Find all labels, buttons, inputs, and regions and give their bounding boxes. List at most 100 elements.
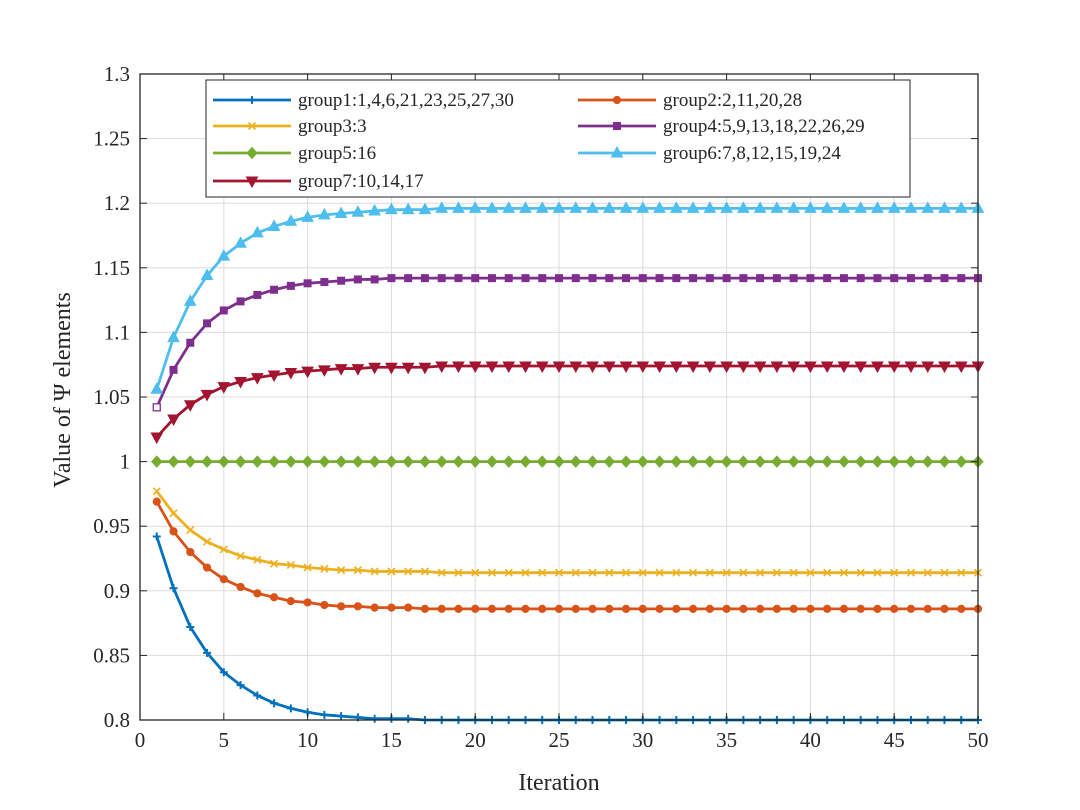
data-point bbox=[370, 275, 379, 284]
data-point bbox=[535, 201, 549, 213]
data-point bbox=[957, 568, 966, 577]
y-tick-label: 1.1 bbox=[104, 320, 130, 344]
data-point bbox=[337, 276, 346, 285]
data-point bbox=[253, 290, 262, 299]
data-point bbox=[586, 201, 599, 213]
legend-label: group1:1,4,6,21,23,25,27,30 bbox=[298, 90, 514, 111]
data-point bbox=[284, 367, 298, 380]
y-tick-label: 1 bbox=[120, 450, 131, 474]
data-point bbox=[720, 361, 733, 374]
data-point bbox=[770, 201, 784, 213]
data-point bbox=[337, 602, 346, 611]
data-point bbox=[705, 274, 714, 283]
legend-marker bbox=[613, 122, 621, 130]
x-tick-label: 50 bbox=[968, 728, 989, 752]
data-point bbox=[502, 361, 516, 374]
x-tick-label: 5 bbox=[219, 728, 230, 752]
data-point bbox=[269, 593, 279, 602]
data-point bbox=[218, 455, 230, 468]
data-point bbox=[217, 249, 231, 261]
data-point bbox=[219, 545, 228, 554]
data-point bbox=[437, 274, 446, 283]
data-point bbox=[554, 568, 564, 577]
x-tick-label: 0 bbox=[135, 728, 146, 752]
data-point bbox=[570, 455, 582, 468]
data-point bbox=[720, 455, 733, 468]
data-point bbox=[602, 361, 616, 374]
data-point bbox=[234, 376, 247, 389]
data-point bbox=[201, 455, 213, 468]
legend-item: group7:10,14,17 bbox=[213, 171, 424, 192]
data-point bbox=[471, 604, 480, 613]
data-point bbox=[286, 560, 295, 570]
data-point bbox=[871, 455, 884, 468]
data-point bbox=[586, 361, 599, 374]
data-point bbox=[454, 568, 463, 577]
data-point bbox=[586, 455, 599, 468]
data-point bbox=[521, 274, 530, 283]
data-point bbox=[337, 712, 346, 721]
data-point bbox=[303, 598, 312, 607]
data-point bbox=[436, 455, 448, 468]
data-point bbox=[236, 551, 245, 560]
data-point bbox=[553, 455, 565, 468]
data-point bbox=[888, 455, 900, 468]
data-point bbox=[754, 455, 766, 468]
data-point bbox=[687, 455, 699, 468]
data-point bbox=[286, 597, 295, 606]
data-point bbox=[890, 604, 899, 613]
data-point bbox=[234, 236, 247, 248]
data-point bbox=[503, 455, 515, 468]
data-point bbox=[521, 604, 530, 613]
data-point bbox=[854, 201, 868, 213]
legend: group1:1,4,6,21,23,25,27,30 group2:2,11,2… bbox=[205, 79, 911, 198]
data-point bbox=[890, 568, 899, 577]
x-tick-label: 10 bbox=[297, 728, 318, 752]
data-point bbox=[689, 274, 698, 283]
data-point bbox=[353, 602, 362, 611]
data-point bbox=[605, 274, 614, 283]
data-point bbox=[806, 604, 815, 613]
data-point bbox=[854, 361, 868, 374]
data-point bbox=[756, 604, 765, 613]
data-point bbox=[270, 285, 279, 294]
data-point bbox=[820, 201, 834, 213]
data-point bbox=[688, 604, 698, 613]
data-point bbox=[519, 455, 532, 468]
data-point bbox=[167, 414, 180, 427]
data-point bbox=[603, 455, 615, 468]
data-point bbox=[236, 582, 245, 592]
legend-item: group6:7,8,12,15,19,24 bbox=[578, 143, 841, 164]
data-point bbox=[236, 681, 245, 690]
data-point bbox=[335, 455, 347, 468]
data-point bbox=[169, 365, 178, 374]
data-point bbox=[554, 604, 564, 613]
data-point bbox=[637, 455, 649, 468]
data-point bbox=[588, 604, 597, 613]
data-point bbox=[151, 455, 163, 468]
data-point bbox=[169, 584, 178, 593]
y-tick-label: 0.95 bbox=[93, 514, 130, 538]
series-4 bbox=[152, 274, 982, 412]
data-point bbox=[452, 455, 465, 468]
data-point bbox=[855, 455, 867, 468]
data-point bbox=[401, 202, 415, 215]
legend-marker bbox=[610, 145, 624, 158]
data-point bbox=[804, 455, 817, 468]
data-point bbox=[337, 566, 346, 575]
data-point bbox=[286, 704, 295, 713]
data-point bbox=[320, 564, 329, 573]
data-point bbox=[535, 361, 549, 374]
data-point bbox=[772, 274, 781, 283]
data-point bbox=[938, 201, 951, 213]
data-point bbox=[538, 568, 547, 577]
data-point bbox=[602, 201, 616, 213]
data-point bbox=[705, 604, 714, 613]
x-tick-label: 15 bbox=[381, 728, 402, 752]
y-tick-label: 1.2 bbox=[104, 191, 130, 215]
data-point bbox=[940, 274, 949, 283]
data-point bbox=[838, 455, 850, 468]
data-point bbox=[404, 603, 413, 612]
legend-item: group2:2,11,20,28 bbox=[578, 90, 802, 111]
